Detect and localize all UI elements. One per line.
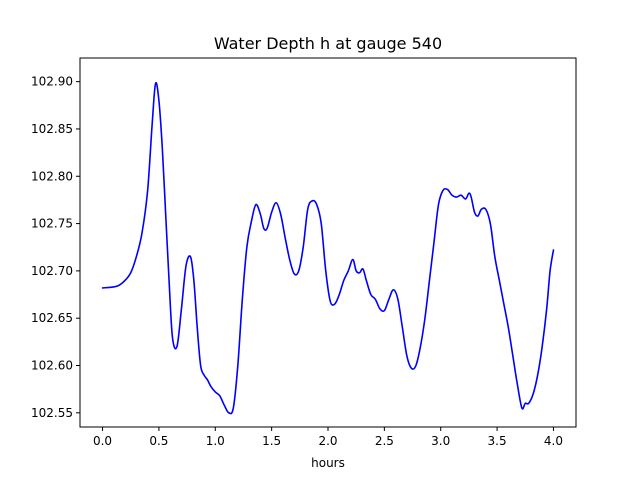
x-tick-label: 1.5 [262,434,281,448]
y-tick-label: 102.75 [31,217,73,231]
y-tick-label: 102.70 [31,264,73,278]
x-tick-label: 3.0 [431,434,450,448]
x-tick-label: 2.0 [318,434,337,448]
series-line-0 [101,81,555,415]
x-axis: 0.0 0.5 1.0 1.5 2.0 2.5 3.0 3.5 4.0 [93,427,563,448]
chart-title: Water Depth h at gauge 540 [214,34,442,53]
x-tick-label: 3.5 [488,434,507,448]
x-tick-label: 2.5 [375,434,394,448]
y-tick-label: 102.80 [31,169,73,183]
y-tick-label: 102.60 [31,359,73,373]
plot-frame [79,57,577,428]
y-tick-label: 102.55 [31,406,73,420]
x-tick-label: 0.0 [93,434,112,448]
plot-series [101,81,555,415]
y-tick-label: 102.90 [31,75,73,89]
y-tick-label: 102.85 [31,122,73,136]
x-tick-label: 4.0 [544,434,563,448]
y-axis: 102.55 102.60 102.65 102.70 102.75 102.80 102.… [31,75,80,420]
x-axis-label: hours [311,456,345,470]
y-tick-label: 102.65 [31,311,73,325]
x-tick-label: 1.0 [206,434,225,448]
x-tick-label: 0.5 [149,434,168,448]
